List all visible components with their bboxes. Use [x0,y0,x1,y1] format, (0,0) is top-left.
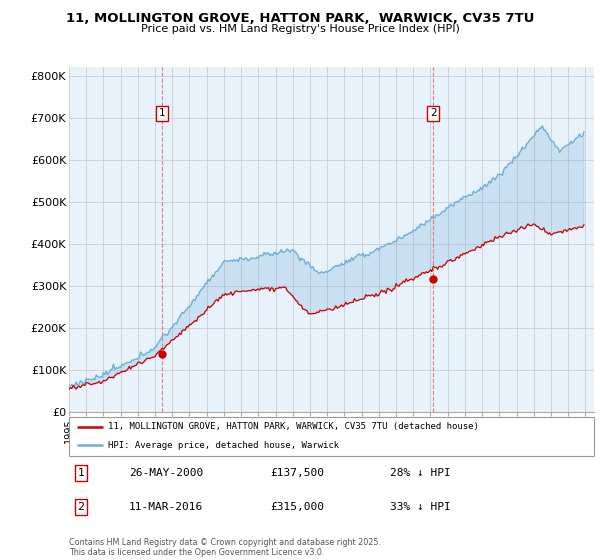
Text: 33% ↓ HPI: 33% ↓ HPI [390,502,451,512]
Text: 11-MAR-2016: 11-MAR-2016 [129,502,203,512]
Text: 2: 2 [430,109,437,118]
Text: £137,500: £137,500 [270,468,324,478]
Text: Contains HM Land Registry data © Crown copyright and database right 2025.
This d: Contains HM Land Registry data © Crown c… [69,538,381,557]
Text: 28% ↓ HPI: 28% ↓ HPI [390,468,451,478]
Text: 11, MOLLINGTON GROVE, HATTON PARK, WARWICK, CV35 7TU (detached house): 11, MOLLINGTON GROVE, HATTON PARK, WARWI… [109,422,479,432]
Text: 1: 1 [77,468,85,478]
Text: 2: 2 [77,502,85,512]
Text: £315,000: £315,000 [270,502,324,512]
Text: Price paid vs. HM Land Registry's House Price Index (HPI): Price paid vs. HM Land Registry's House … [140,24,460,34]
Text: 26-MAY-2000: 26-MAY-2000 [129,468,203,478]
Text: 1: 1 [159,109,166,118]
Text: HPI: Average price, detached house, Warwick: HPI: Average price, detached house, Warw… [109,441,340,450]
Text: 11, MOLLINGTON GROVE, HATTON PARK,  WARWICK, CV35 7TU: 11, MOLLINGTON GROVE, HATTON PARK, WARWI… [66,12,534,25]
